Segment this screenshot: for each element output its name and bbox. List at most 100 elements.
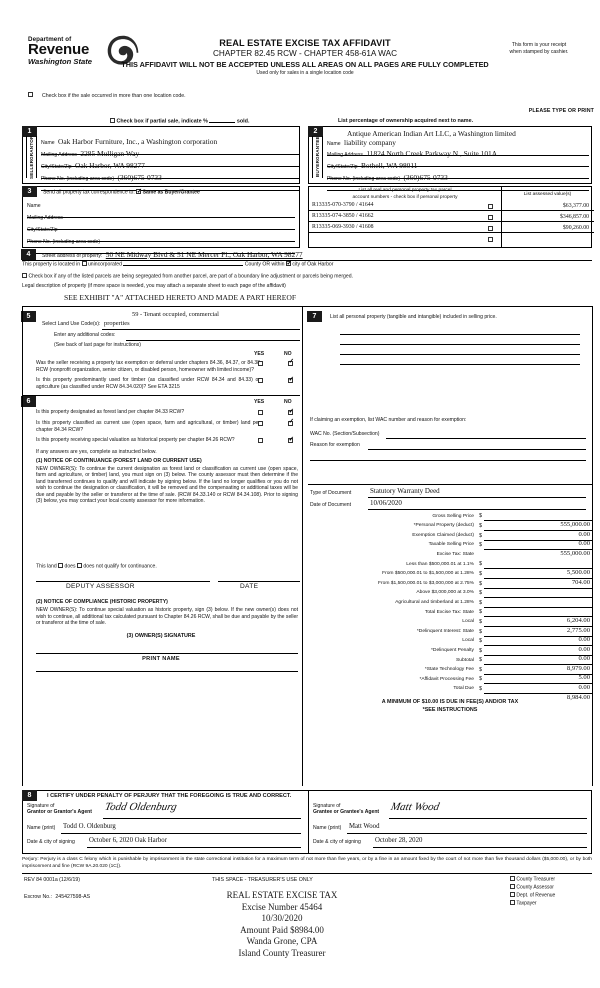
buyer-city-value[interactable]: Bothell, WA 98011 bbox=[361, 161, 418, 170]
grantor-name-value[interactable]: Todd O. Oldenburg bbox=[63, 823, 116, 830]
parcel-row: R13335-070-3790 / 41644 bbox=[309, 201, 501, 211]
grantee-date-value[interactable]: October 28, 2020 bbox=[375, 837, 423, 844]
taxpayer-checkbox[interactable] bbox=[510, 900, 515, 905]
partial-sale-sold-label: sold. bbox=[236, 118, 250, 125]
unincorporated-checkbox[interactable] bbox=[81, 261, 87, 266]
logo-state-line: Washington State bbox=[28, 57, 92, 66]
tax-row-value[interactable]: 5.00 bbox=[578, 674, 590, 682]
legal-description-value[interactable]: SEE EXHIBIT "A" ATTACHED HERETO AND MADE… bbox=[64, 293, 297, 302]
document-date-value[interactable]: 10/06/2020 bbox=[370, 499, 402, 507]
section-2-buyer: 2 BUYER GRANTEE Antique American Indian A… bbox=[308, 126, 592, 191]
tax-row-dollar: $ bbox=[479, 628, 482, 635]
tax-row-value[interactable]: 0.00 bbox=[578, 636, 590, 644]
same-as-buyer-checkbox[interactable] bbox=[136, 187, 142, 195]
seller-city-value[interactable]: Oak Harbor, WA 98277 bbox=[75, 161, 145, 170]
tax-row-value[interactable]: 704.00 bbox=[571, 578, 590, 586]
buyer-phone-value[interactable]: (360)675-0733 bbox=[403, 173, 448, 182]
receipt-note-line1: This form is your receipt bbox=[511, 42, 567, 48]
dept-revenue-checkbox[interactable] bbox=[510, 892, 515, 897]
parcel-account-number[interactable]: R13335-070-3790 / 41644 bbox=[312, 202, 374, 208]
s6-q1-yes-checkbox[interactable] bbox=[258, 410, 263, 416]
parcel-header-line2: account numbers - check box if personal … bbox=[352, 194, 458, 200]
buyer-grantee-side-label: BUYER GRANTEE bbox=[312, 136, 323, 178]
parcel-account-number[interactable]: R13335-074-3850 / 41662 bbox=[312, 213, 374, 219]
s5-q1-no-checkbox[interactable] bbox=[288, 359, 294, 366]
tax-row-label: Gross Selling Price bbox=[432, 513, 474, 519]
rev-number: REV 84 0001a (12/6/19) bbox=[24, 877, 80, 883]
does-not-qualify-checkbox[interactable] bbox=[76, 562, 82, 568]
segregation-checkbox[interactable] bbox=[22, 273, 27, 278]
tax-row-dollar: $ bbox=[479, 676, 482, 683]
multi-location-checkbox[interactable] bbox=[28, 92, 33, 97]
section-2-number: 2 bbox=[308, 126, 323, 137]
right-column: 7 List all personal property (tangible a… bbox=[307, 311, 592, 713]
does-qualify-checkbox[interactable] bbox=[58, 562, 64, 568]
section-8-certification: 8 I CERTIFY UNDER PENALTY OF PERJURY THA… bbox=[22, 790, 592, 854]
personal-property-line[interactable] bbox=[340, 335, 580, 345]
seller-phone-value[interactable]: (360)675-0733 bbox=[117, 173, 162, 182]
multi-location-label: Check box if the sale occurred in more t… bbox=[42, 93, 186, 99]
seller-name-value[interactable]: Oak Harbor Furniture, Inc., a Washington… bbox=[58, 137, 218, 146]
parcel-personal-property-checkbox[interactable] bbox=[488, 203, 493, 209]
parcel-row: R13335-069-3930 / 41608 bbox=[309, 223, 501, 233]
tax-row-value[interactable]: 8,979.00 bbox=[566, 664, 590, 672]
s6-q1-no-checkbox[interactable] bbox=[288, 409, 294, 416]
county-assessor-checkbox[interactable] bbox=[510, 884, 515, 889]
s5-q2-yes-checkbox[interactable] bbox=[258, 378, 263, 384]
tax-row-value[interactable]: 0.00 bbox=[578, 645, 590, 653]
city-checkbox[interactable] bbox=[285, 259, 292, 267]
tax-row-value[interactable]: 0.00 bbox=[578, 530, 590, 538]
document-type-value[interactable]: Statutory Warranty Deed bbox=[370, 487, 440, 495]
document-date-label: Date of Document bbox=[310, 502, 352, 508]
tax-row-value[interactable]: 8,984.00 bbox=[566, 693, 590, 701]
tax-row-value[interactable]: 555,000.00 bbox=[560, 520, 590, 528]
street-address-value[interactable]: 50 NE Midway Blvd & 51 NE Mercer Pl., Oa… bbox=[105, 250, 303, 259]
tax-row-value[interactable]: 0.00 bbox=[578, 684, 590, 692]
parcel-personal-property-checkbox[interactable] bbox=[488, 214, 493, 220]
tax-row-value[interactable]: 0.00 bbox=[578, 655, 590, 663]
document-type-label: Type of Document bbox=[310, 490, 352, 496]
personal-property-line[interactable] bbox=[340, 325, 580, 335]
grantee-signature[interactable]: Matt Wood bbox=[389, 801, 441, 813]
tax-row-value[interactable]: 0.00 bbox=[578, 540, 590, 548]
tax-row-value[interactable]: 5,500.00 bbox=[566, 568, 590, 576]
parcel-personal-property-checkbox[interactable] bbox=[488, 236, 493, 242]
corr-phone-label: Phone No. (including area code) bbox=[27, 239, 101, 245]
assessed-value-header: List assessed value(s) bbox=[523, 192, 572, 197]
s6-q2-no-checkbox[interactable] bbox=[288, 419, 294, 426]
assessed-value-cell bbox=[502, 234, 594, 244]
seller-mailing-value[interactable]: 2285 Mulligan Way bbox=[80, 149, 140, 158]
notice-continuance-title: (1) NOTICE OF CONTINUANCE (FOREST LAND O… bbox=[36, 457, 202, 464]
parcel-personal-property-checkbox[interactable] bbox=[488, 225, 493, 231]
escrow-value[interactable]: 245427598-AS bbox=[55, 894, 91, 900]
parcel-account-number[interactable]: R13335-069-3930 / 41608 bbox=[312, 224, 374, 230]
partial-sale-input[interactable] bbox=[209, 121, 236, 123]
notice-compliance-title: (2) NOTICE OF COMPLIANCE (HISTORIC PROPE… bbox=[36, 599, 168, 606]
tax-row-value[interactable]: 2,775.00 bbox=[566, 626, 590, 634]
county-treasurer-checkbox[interactable] bbox=[510, 876, 515, 881]
certify-statement: I CERTIFY UNDER PENALTY OF PERJURY THAT … bbox=[47, 793, 292, 799]
land-use-value-line1: 59 - Tenant occupied, commercial bbox=[132, 311, 219, 318]
s5-q2-no-checkbox[interactable] bbox=[288, 377, 294, 384]
tax-row-value[interactable]: 6,204.00 bbox=[566, 616, 590, 624]
section-5-yes-header: YES bbox=[254, 351, 265, 357]
buyer-mailing-value[interactable]: 11824 North Creek Parkway N., Suite 101A bbox=[366, 149, 498, 158]
tax-row-value[interactable]: 555,000.00 bbox=[560, 549, 590, 557]
s5-q1-yes-checkbox[interactable] bbox=[258, 361, 263, 366]
land-use-value-line2[interactable]: properties bbox=[104, 320, 130, 327]
grantor-date-value[interactable]: October 6, 2020 Oak Harbor bbox=[89, 837, 167, 844]
tax-row-label: From $500,000.01 to $1,500,000 at 1.28% bbox=[382, 571, 474, 577]
s6-q3-no-checkbox[interactable] bbox=[288, 437, 294, 444]
tax-row-label: Taxable Selling Price bbox=[428, 542, 474, 548]
grantor-signature[interactable]: Todd Oldenburg bbox=[103, 801, 178, 813]
personal-property-line[interactable] bbox=[340, 345, 580, 355]
s6-q2-yes-checkbox[interactable] bbox=[258, 420, 263, 426]
partial-sale-checkbox[interactable] bbox=[110, 118, 115, 123]
buyer-name-value-line2[interactable]: liability company bbox=[344, 138, 396, 147]
buyer-name-value-line1[interactable]: Antique American Indian Art LLC, a Washi… bbox=[347, 129, 516, 138]
s6-q3-yes-checkbox[interactable] bbox=[258, 438, 263, 444]
grantee-name-value[interactable]: Matt Wood bbox=[349, 823, 380, 830]
tax-row: *Delinquent Penalty $0.00 bbox=[308, 646, 592, 662]
personal-property-line[interactable] bbox=[340, 355, 580, 365]
section-3-correspondence: 3 Send all property tax correspondence t… bbox=[22, 186, 300, 254]
